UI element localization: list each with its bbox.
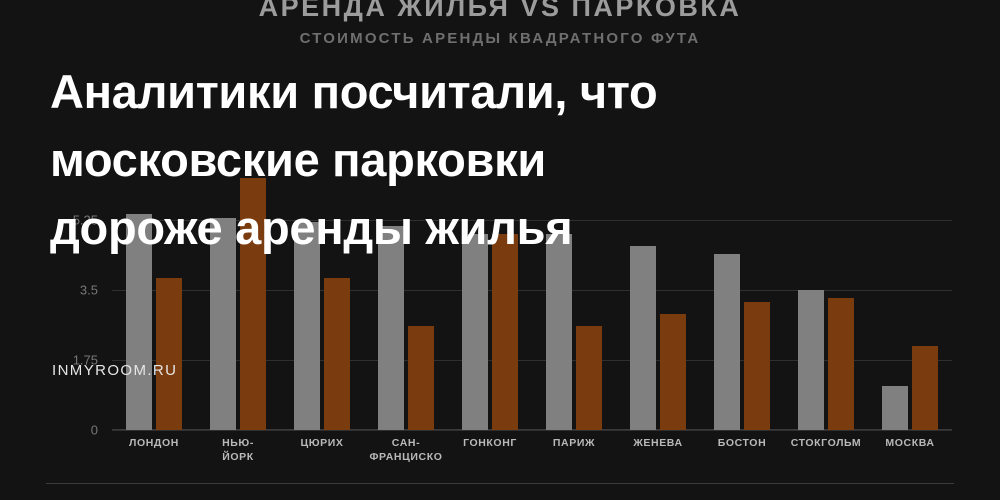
gridline: 5.25: [73, 213, 952, 228]
bar-group: [448, 150, 532, 430]
bar-parking: [492, 234, 518, 430]
x-axis-category-label: СТОКГОЛЬМ: [790, 437, 862, 449]
y-axis-tick-label: 5.25: [72, 212, 98, 228]
x-axis-category-label: ЦЮРИХ: [300, 437, 344, 449]
x-axis-category-label: ЖЕНЕВА: [633, 437, 683, 449]
gridline: 3.5: [80, 283, 952, 298]
x-axis-line: [112, 429, 952, 430]
article-headline: Аналитики посчитали, что московские парк…: [50, 58, 950, 262]
bar-rent: [210, 218, 236, 430]
footer-divider: [46, 483, 954, 484]
plot-area: 0 1.75 3.5 5.25: [73, 150, 952, 438]
bar-parking: [324, 278, 350, 430]
bar-group: [280, 150, 364, 430]
bar-rent: [882, 386, 908, 430]
bar-group: [700, 150, 784, 430]
bar-group: [364, 150, 448, 430]
bar-group: [196, 150, 280, 430]
bar-parking: [240, 178, 266, 430]
y-axis-tick-label: 3.5: [79, 282, 98, 298]
y-axis-tick-label: 1.75: [72, 352, 98, 368]
bar-parking: [912, 346, 938, 430]
headline-line-2: московские парковки: [50, 133, 546, 186]
x-axis-category-label: МОСКВА: [885, 437, 935, 449]
bar-group: [868, 150, 952, 430]
bar-parking: [156, 278, 182, 430]
chart-subtitle: СТОИМОСТЬ АРЕНДЫ КВАДРАТНОГО ФУТА: [299, 30, 701, 47]
watermark: INMYROOM.RU: [52, 362, 178, 379]
x-axis-category-label: ПАРИЖ: [552, 437, 596, 449]
gridline: 1.75: [73, 353, 952, 368]
headline-line-1: Аналитики посчитали, что: [50, 65, 658, 118]
bar-parking: [408, 326, 434, 430]
bar-parking: [660, 314, 686, 430]
bar-rent: [294, 222, 320, 430]
bar-group: [616, 150, 700, 430]
bar-rent: [546, 234, 572, 430]
headline-line-3: дороже аренды жилья: [50, 201, 573, 254]
bar-rent: [462, 234, 488, 430]
bar-rent: [630, 246, 656, 430]
bar-group: [532, 150, 616, 430]
chart-title: АРЕНДА ЖИЛЬЯ VS ПАРКОВКА: [258, 0, 742, 22]
bar-rent: [714, 254, 740, 430]
bar-rent: [798, 290, 824, 430]
bar-rent: [126, 214, 152, 430]
bar-group: [112, 150, 196, 430]
x-axis-category-label: БОСТОН: [717, 437, 767, 449]
y-axis-tick-label: 0: [90, 422, 98, 438]
bar-parking: [576, 326, 602, 430]
x-axis-category-label: ЛОНДОН: [129, 437, 179, 449]
bar-rent: [378, 226, 404, 430]
x-axis-category-label: НЬЮ- ЙОРК: [222, 437, 254, 463]
bar-groups: [112, 150, 952, 430]
bar-group: [784, 150, 868, 430]
bar-parking: [744, 302, 770, 430]
gridline: 0: [91, 423, 952, 438]
x-axis-category-label: САН- ФРАНЦИСКО: [369, 437, 443, 463]
bar-parking: [828, 298, 854, 430]
x-axis-labels: ЛОНДОН НЬЮ- ЙОРК ЦЮРИХ САН- ФРАНЦИСКО ГОНКОНГ П…: [112, 436, 952, 464]
x-axis-category-label: ГОНКОНГ: [463, 437, 517, 449]
